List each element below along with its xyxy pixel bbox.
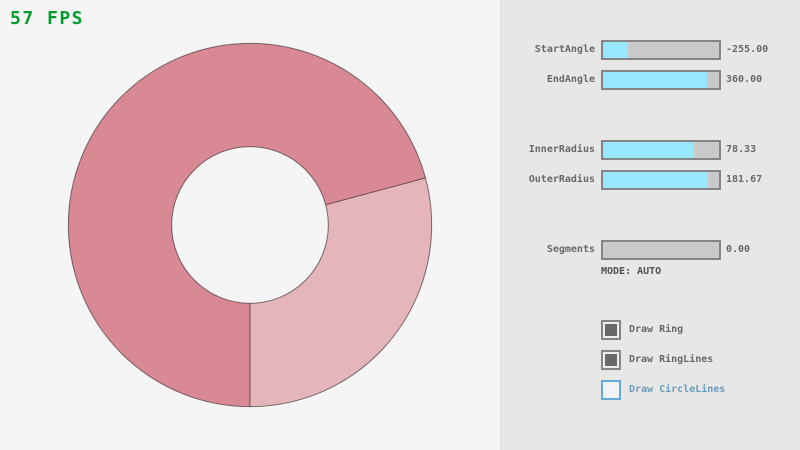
endangle-slider[interactable] [601,70,721,90]
draw-ring-checkbox[interactable] [601,320,621,340]
innerradius-label: InnerRadius [528,144,595,155]
segments-row: Segments 0.00 [501,240,800,260]
ring-shape [67,42,433,408]
outerradius-slider-fill [603,172,709,188]
draw-ring-checkmark [605,324,617,336]
startangle-row: StartAngle -255.00 [501,40,800,60]
endangle-label: EndAngle [546,74,595,85]
endangle-value: 360.00 [726,74,763,85]
segments-label: Segments [546,244,595,255]
fps-counter: 57 FPS [10,8,85,29]
draw-ringlines-label: Draw RingLines [629,354,714,365]
innerradius-slider-fill [603,142,694,158]
controls-panel: StartAngle -255.00 EndAngle 360.00 Inner… [500,0,800,450]
outerradius-slider[interactable] [601,170,721,190]
draw-circlelines-label: Draw CircleLines [629,384,726,395]
canvas-area: 57 FPS [10,8,433,408]
outerradius-label: OuterRadius [528,174,595,185]
startangle-value: -255.00 [726,44,769,55]
segments-slider[interactable] [601,240,721,260]
mode-text: MODE: AUTO [601,266,662,277]
draw-circlelines-checkbox[interactable] [601,380,621,400]
endangle-row: EndAngle 360.00 [501,70,800,90]
draw-ringlines-checkmark [605,354,617,366]
innerradius-slider[interactable] [601,140,721,160]
endangle-slider-fill [603,72,708,88]
draw-ringlines-checkbox[interactable] [601,350,621,370]
startangle-label: StartAngle [534,44,595,55]
segments-value: 0.00 [726,244,751,255]
innerradius-value: 78.33 [726,144,757,155]
draw-circlelines-checkmark [605,384,617,396]
outerradius-value: 181.67 [726,174,763,185]
outerradius-row: OuterRadius 181.67 [501,170,800,190]
draw-ring-label: Draw Ring [629,324,684,335]
startangle-slider-fill [603,42,629,58]
innerradius-row: InnerRadius 78.33 [501,140,800,160]
startangle-slider[interactable] [601,40,721,60]
